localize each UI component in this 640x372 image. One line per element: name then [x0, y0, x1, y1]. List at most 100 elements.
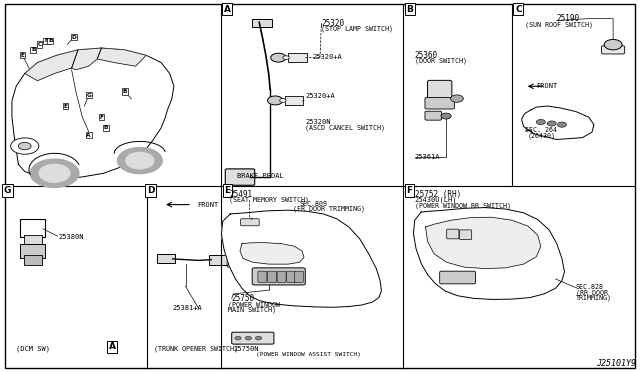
Circle shape: [268, 96, 283, 105]
FancyBboxPatch shape: [225, 169, 255, 185]
FancyBboxPatch shape: [277, 271, 286, 282]
Text: 25320+A: 25320+A: [312, 54, 342, 60]
Circle shape: [39, 164, 70, 182]
Circle shape: [557, 122, 566, 127]
Circle shape: [117, 148, 162, 174]
Circle shape: [255, 336, 262, 340]
Text: F: F: [99, 115, 104, 119]
Circle shape: [604, 39, 622, 50]
Text: E: E: [224, 186, 230, 195]
Text: A: A: [109, 342, 115, 351]
Polygon shape: [522, 106, 594, 140]
Polygon shape: [25, 50, 78, 81]
Text: TRIMMING): TRIMMING): [576, 294, 612, 301]
Circle shape: [441, 113, 451, 119]
Text: (ASCD CANCEL SWITCH): (ASCD CANCEL SWITCH): [305, 125, 385, 131]
Text: B: B: [123, 89, 127, 94]
FancyBboxPatch shape: [241, 219, 259, 226]
Polygon shape: [12, 48, 174, 179]
Circle shape: [271, 53, 286, 62]
FancyBboxPatch shape: [428, 80, 452, 102]
Text: G: G: [86, 93, 91, 98]
FancyBboxPatch shape: [157, 254, 175, 263]
Text: E: E: [20, 53, 24, 58]
Text: A: A: [224, 5, 230, 14]
Text: B: B: [104, 125, 108, 131]
Text: SEC.809: SEC.809: [300, 201, 328, 207]
Text: 25360: 25360: [415, 51, 438, 60]
Circle shape: [536, 119, 545, 125]
Text: 25381+A: 25381+A: [173, 305, 202, 311]
Text: E: E: [63, 104, 67, 109]
Text: MAIN SWITCH): MAIN SWITCH): [228, 306, 276, 313]
Text: BRAKE PEDAL: BRAKE PEDAL: [237, 173, 284, 179]
FancyBboxPatch shape: [20, 219, 45, 237]
Text: SEC.828: SEC.828: [576, 284, 604, 290]
Text: F: F: [406, 186, 413, 195]
Text: (STOP LAMP SWITCH): (STOP LAMP SWITCH): [321, 26, 393, 32]
FancyBboxPatch shape: [24, 255, 42, 265]
Text: C: C: [515, 5, 522, 14]
FancyBboxPatch shape: [232, 332, 274, 344]
FancyBboxPatch shape: [252, 19, 272, 27]
Text: (DCM SW): (DCM SW): [16, 346, 50, 352]
FancyBboxPatch shape: [602, 46, 625, 54]
Text: 25361A: 25361A: [415, 154, 440, 160]
Polygon shape: [413, 208, 564, 299]
Text: (SEAT MEMORY SWITCH): (SEAT MEMORY SWITCH): [229, 197, 309, 203]
Circle shape: [547, 121, 556, 126]
FancyBboxPatch shape: [460, 230, 472, 240]
Text: D: D: [72, 35, 76, 40]
Circle shape: [235, 336, 241, 340]
Text: B: B: [406, 5, 413, 14]
Text: G: G: [4, 186, 12, 195]
Circle shape: [125, 153, 154, 169]
Text: C: C: [38, 42, 42, 47]
Text: J25101Y9: J25101Y9: [596, 359, 636, 368]
Polygon shape: [221, 210, 381, 307]
Text: (RR DOOR: (RR DOOR: [576, 289, 608, 296]
Text: 25320+A: 25320+A: [305, 93, 335, 99]
FancyBboxPatch shape: [258, 271, 267, 282]
Text: 25750N: 25750N: [234, 346, 259, 352]
FancyBboxPatch shape: [425, 97, 454, 109]
Text: 25750: 25750: [232, 294, 255, 303]
Text: 25320N: 25320N: [305, 119, 331, 125]
Text: F: F: [44, 38, 48, 43]
Circle shape: [280, 99, 286, 102]
Text: FRONT: FRONT: [197, 202, 218, 208]
FancyBboxPatch shape: [252, 268, 305, 285]
FancyBboxPatch shape: [288, 53, 307, 62]
Text: (POWER WINDOW RR SWITCH): (POWER WINDOW RR SWITCH): [415, 202, 511, 209]
Text: 25752 (RH): 25752 (RH): [415, 190, 461, 199]
Text: (26430): (26430): [528, 132, 556, 139]
FancyBboxPatch shape: [447, 229, 459, 239]
Text: (POWER WINDOW: (POWER WINDOW: [228, 301, 280, 308]
Polygon shape: [97, 48, 146, 66]
Circle shape: [30, 159, 79, 187]
Text: SEC. 264: SEC. 264: [525, 127, 557, 133]
Circle shape: [245, 336, 252, 340]
Text: A: A: [86, 133, 91, 138]
Circle shape: [19, 142, 31, 150]
FancyBboxPatch shape: [425, 111, 442, 120]
Text: 25320: 25320: [321, 19, 344, 28]
Text: B: B: [31, 47, 35, 52]
Text: (TRUNK OPENER SWITCH): (TRUNK OPENER SWITCH): [154, 346, 237, 352]
FancyBboxPatch shape: [268, 271, 276, 282]
FancyBboxPatch shape: [285, 96, 303, 105]
Text: (DOOR SWITCH): (DOOR SWITCH): [415, 58, 467, 64]
Text: (FR DOOR TRIMMING): (FR DOOR TRIMMING): [293, 206, 365, 212]
Circle shape: [451, 95, 463, 102]
FancyBboxPatch shape: [20, 244, 45, 258]
Circle shape: [11, 138, 39, 154]
Text: 25491: 25491: [229, 190, 252, 199]
Text: 25430U(LH): 25430U(LH): [415, 197, 457, 203]
Text: (POWER WINDOW ASSIST SWITCH): (POWER WINDOW ASSIST SWITCH): [256, 352, 361, 357]
FancyBboxPatch shape: [209, 255, 231, 265]
Polygon shape: [240, 243, 304, 264]
Text: 25380N: 25380N: [59, 234, 84, 240]
Polygon shape: [426, 217, 541, 269]
Text: (SUN ROOF SWITCH): (SUN ROOF SWITCH): [525, 21, 593, 28]
Text: D: D: [147, 186, 154, 195]
